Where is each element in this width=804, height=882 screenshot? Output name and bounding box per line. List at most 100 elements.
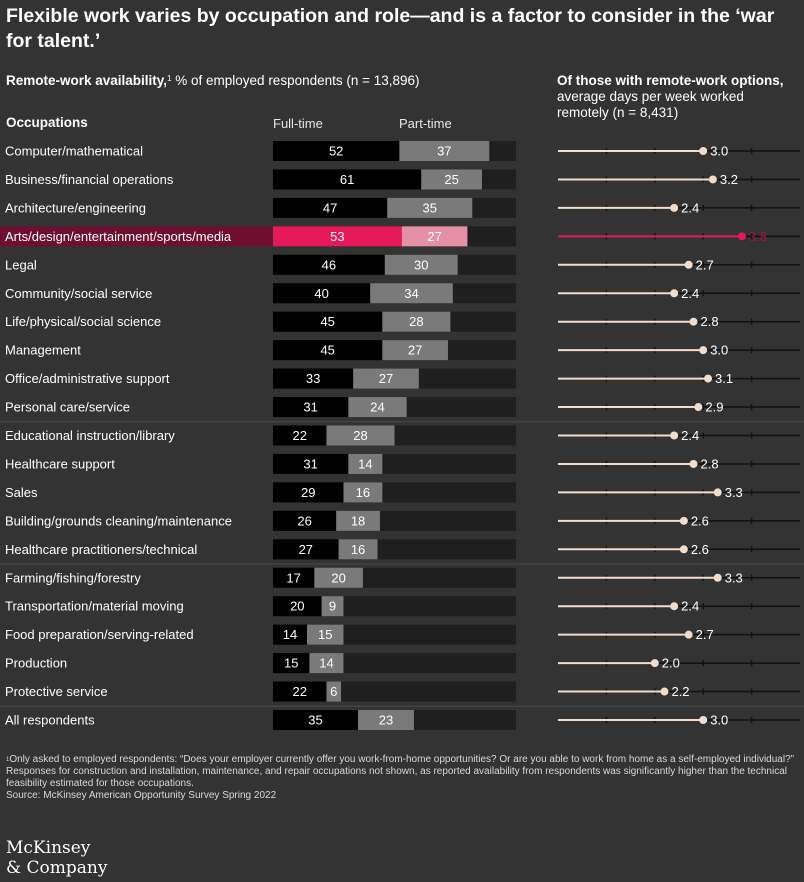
part-time-value: 35 (423, 200, 437, 215)
full-time-value: 52 (329, 144, 343, 159)
full-time-bar (273, 368, 354, 389)
full-time-bar (273, 681, 327, 702)
footnote-marker: 1 (167, 74, 172, 83)
days-dot (737, 232, 746, 241)
part-time-bar (353, 368, 419, 389)
days-value: 3.0 (710, 343, 728, 358)
full-time-column-header: Full-time (273, 116, 323, 131)
part-time-column-header: Part-time (399, 116, 452, 131)
part-time-value: 23 (379, 713, 393, 728)
days-value: 3.1 (715, 371, 733, 386)
part-time-bar (314, 567, 363, 588)
full-time-value: 22 (292, 428, 306, 443)
full-time-value: 40 (314, 286, 328, 301)
full-time-bar (273, 283, 371, 304)
part-time-bar (399, 141, 490, 161)
mckinsey-logo: McKinsey & Company (6, 838, 107, 878)
full-time-bar (273, 226, 402, 247)
part-time-value: 14 (319, 656, 333, 671)
full-time-value: 45 (320, 343, 334, 358)
full-time-bar (273, 596, 322, 617)
days-value: 2.4 (681, 599, 699, 614)
category-label: Production (5, 656, 67, 671)
days-dot (660, 687, 669, 696)
full-time-value: 22 (292, 684, 306, 699)
part-time-bar (382, 340, 448, 361)
full-time-value: 53 (330, 229, 344, 244)
part-time-value: 16 (356, 485, 370, 500)
category-label: Life/physical/social science (5, 314, 161, 329)
part-time-bar (348, 397, 407, 418)
category-label: Arts/design/entertainment/sports/media (5, 229, 232, 244)
part-time-bar (326, 425, 395, 446)
highlight-band (0, 226, 272, 247)
days-dot (699, 346, 708, 355)
full-time-bar (273, 197, 388, 218)
full-time-value: 27 (299, 542, 313, 557)
logo-line-1: McKinsey (6, 838, 91, 858)
days-dot (650, 659, 659, 668)
part-time-value: 37 (437, 144, 451, 159)
part-time-value: 25 (444, 172, 458, 187)
full-time-value: 20 (290, 599, 304, 614)
days-dot (689, 317, 698, 326)
category-label: Management (5, 343, 81, 358)
left-subheading: Remote-work availability,1 % of employed… (6, 72, 420, 90)
days-dot (670, 431, 679, 440)
days-value: 3.0 (710, 713, 728, 728)
part-time-bar (348, 453, 383, 474)
part-time-bar (336, 510, 380, 531)
days-value: 2.2 (671, 684, 689, 699)
full-time-bar (273, 624, 308, 645)
category-label: Legal (5, 257, 37, 272)
category-label: Computer/mathematical (5, 144, 143, 159)
days-value: 3.3 (725, 485, 743, 500)
full-time-value: 33 (306, 371, 320, 386)
full-time-value: 14 (283, 627, 297, 642)
chart-title: Flexible work varies by occupation and r… (6, 5, 775, 52)
part-time-value: 16 (351, 542, 365, 557)
days-value: 2.8 (701, 456, 719, 471)
part-time-value: 9 (329, 599, 336, 614)
category-label: Transportation/material moving (5, 599, 184, 614)
days-value: 2.4 (681, 428, 699, 443)
right-subheading-rest: average days per week worked remotely (n… (557, 89, 744, 120)
days-dot (679, 545, 688, 554)
days-value: 2.9 (705, 400, 723, 415)
full-time-value: 46 (322, 257, 336, 272)
full-time-bar (273, 169, 422, 190)
full-time-bar (273, 453, 349, 474)
category-label: Protective service (5, 684, 108, 699)
chart-svg: Computer/mathematical 52 37 3.0 Business/fin… (0, 141, 804, 730)
part-time-value: 18 (351, 513, 365, 528)
full-time-value: 29 (301, 485, 315, 500)
days-value: 3.3 (725, 570, 743, 585)
days-dot (699, 147, 708, 155)
category-label: Personal care/service (5, 400, 130, 415)
footnote-text-marker: 1 (6, 757, 10, 763)
category-label: Farming/fishing/forestry (5, 570, 141, 585)
full-time-value: 15 (284, 656, 298, 671)
part-time-bar (309, 653, 344, 674)
left-subheading-bold: Remote-work availability, (6, 73, 168, 88)
part-time-bar (370, 283, 453, 304)
days-dot (670, 203, 679, 212)
category-label: Healthcare practitioners/technical (5, 542, 197, 557)
part-time-value: 20 (331, 570, 345, 585)
part-time-value: 24 (370, 400, 384, 415)
days-value: 3.8 (749, 229, 767, 244)
days-value: 2.4 (681, 286, 699, 301)
full-time-bar (273, 141, 400, 161)
category-label: Food preparation/serving-related (5, 627, 194, 642)
days-dot (670, 289, 679, 298)
category-label: All respondents (5, 713, 95, 728)
days-value: 2.4 (681, 200, 699, 215)
full-time-value: 31 (303, 400, 317, 415)
part-time-value: 14 (358, 456, 372, 471)
category-label: Sales (5, 485, 38, 500)
part-time-value: 28 (409, 314, 423, 329)
category-label: Architecture/engineering (5, 200, 146, 215)
full-time-bar (273, 425, 327, 446)
days-value: 2.8 (701, 314, 719, 329)
category-label: Healthcare support (5, 456, 115, 471)
